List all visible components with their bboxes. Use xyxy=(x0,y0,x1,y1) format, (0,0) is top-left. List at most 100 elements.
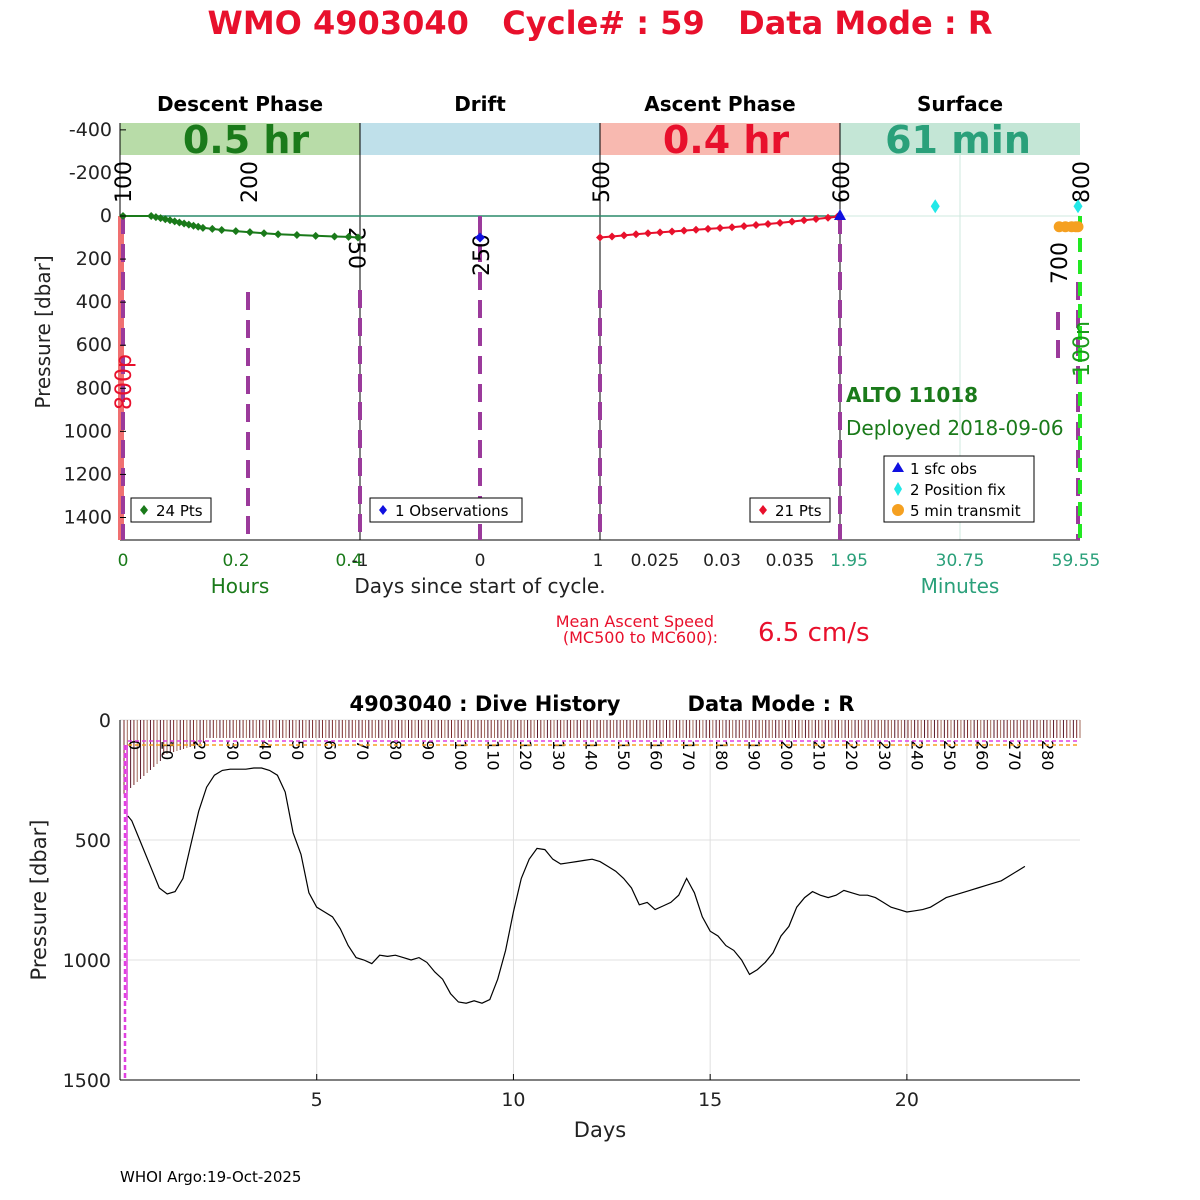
descent-point xyxy=(292,230,301,239)
descent-legend-text: 24 Pts xyxy=(156,502,203,520)
descent-point xyxy=(354,233,362,242)
mc-label-100: 100 xyxy=(112,161,137,203)
days-axis-label: Days since start of cycle. xyxy=(354,574,605,598)
descent-series xyxy=(119,212,362,242)
cycle-label: 160 xyxy=(647,740,666,771)
dive-history-title-right: Data Mode : R xyxy=(688,692,855,716)
surface-legend: 1 sfc obs 2 Position fix 5 min transmit xyxy=(883,455,1035,523)
ascent-point xyxy=(632,230,640,239)
drift-point xyxy=(475,232,485,243)
sfc-obs-point xyxy=(834,209,846,220)
surface-tick-1: 30.75 xyxy=(936,551,985,571)
drift-phase-title: Drift xyxy=(454,92,506,116)
ascent-point xyxy=(776,218,784,227)
cycle-label: 200 xyxy=(777,740,796,771)
ascent-point xyxy=(800,216,808,225)
ascent-legend-text: 21 Pts xyxy=(775,502,822,520)
dive-history-title-left: 4903040 : Dive History xyxy=(350,692,621,716)
descent-point xyxy=(330,232,339,241)
mc-label-250b: 250 xyxy=(470,234,495,276)
descent-phase-title: Descent Phase xyxy=(157,92,323,116)
float-name: ALTO 11018 xyxy=(846,383,978,407)
mc-label-200: 200 xyxy=(238,161,263,203)
ascent-tick-1: 0.03 xyxy=(703,551,741,571)
ascent-speed-label-1: Mean Ascent Speed xyxy=(556,612,714,631)
cycle-label: 30 xyxy=(223,740,242,760)
cycle-label: 270 xyxy=(1005,740,1024,771)
ascent-legend: 21 Pts xyxy=(749,497,831,523)
ascent-tick-2: 0.035 xyxy=(766,551,815,571)
cycle-label: 220 xyxy=(842,740,861,771)
sfc-obs-legend-text: 1 sfc obs xyxy=(910,460,977,478)
drift-tick-2: 1 xyxy=(593,551,604,571)
bottom-x-axis: 5 10 15 20 xyxy=(311,1074,919,1111)
ascent-point xyxy=(752,221,760,230)
cycle-label: 100 xyxy=(451,740,470,771)
descent-point xyxy=(198,223,207,232)
ascent-speed-label-2: (MC500 to MC600): xyxy=(563,628,718,647)
surface-tick-0: 1.95 xyxy=(830,551,868,571)
top-y-tick-label: -400 xyxy=(69,119,112,141)
deployed-date: Deployed 2018-09-06 xyxy=(846,416,1064,440)
descent-duration-bar xyxy=(120,123,360,155)
ascent-point xyxy=(608,232,616,241)
descent-point xyxy=(208,224,217,233)
drift-duration-bar xyxy=(360,123,600,155)
top-y-tick-label: -200 xyxy=(69,162,112,184)
ascent-point xyxy=(620,231,628,240)
ascent-point xyxy=(644,229,652,238)
ascent-point xyxy=(764,219,772,228)
cycle-label: 120 xyxy=(516,740,535,771)
bottom-x-tick-label: 10 xyxy=(501,1089,525,1111)
hours-axis-label: Hours xyxy=(211,574,270,598)
top-y-tick-label: 400 xyxy=(76,291,112,313)
cycle-label: 90 xyxy=(418,740,437,760)
footer-credit: WHOI Argo:19-Oct-2025 xyxy=(120,1168,301,1186)
surface-tick-2: 59.55 xyxy=(1052,551,1101,571)
cycle-label: 170 xyxy=(679,740,698,771)
top-y-tick-label: 600 xyxy=(76,334,112,356)
drift-series xyxy=(475,232,485,243)
top-y-tick-label: 1400 xyxy=(64,507,112,529)
top-y-tick-label: 1000 xyxy=(64,420,112,442)
cycle-label: 110 xyxy=(484,740,503,771)
mc-label-800p: 800p xyxy=(112,354,137,410)
cycle-label: 60 xyxy=(321,740,340,760)
ascent-duration-bar xyxy=(600,123,840,155)
drift-legend: 1 Observations xyxy=(369,497,523,523)
minutes-axis-label: Minutes xyxy=(921,574,1000,598)
ascent-point xyxy=(812,215,820,224)
cycle-label: 140 xyxy=(581,740,600,771)
mc-label-500: 500 xyxy=(590,161,615,203)
top-panel: Descent Phase Drift Ascent Phase Surface… xyxy=(31,92,1100,648)
cycle-label: 10 xyxy=(158,740,177,760)
bottom-x-tick-label: 15 xyxy=(698,1089,722,1111)
bottom-y-axis-label: Pressure [dbar] xyxy=(27,820,51,981)
bottom-y-tick-label: 500 xyxy=(75,830,111,852)
drift-tick-0: -1 xyxy=(352,551,369,571)
transmit-legend-marker xyxy=(892,504,904,516)
ascent-point xyxy=(728,223,736,232)
cycle-label: 20 xyxy=(190,740,209,760)
ascent-series xyxy=(596,212,842,242)
cycle-label: 250 xyxy=(940,740,959,771)
cycle-label: 40 xyxy=(255,740,274,760)
descent-tick-0: 0 xyxy=(118,551,129,571)
position-fix-point xyxy=(930,199,940,214)
mc-label-600: 600 xyxy=(830,161,855,203)
ascent-point xyxy=(704,224,712,233)
descent-legend: 24 Pts xyxy=(130,497,212,523)
descent-point xyxy=(260,229,268,238)
mc-label-250a: 250 xyxy=(343,227,368,269)
descent-point xyxy=(311,231,320,240)
bottom-y-axis: 0 500 1000 1500 xyxy=(63,710,111,1092)
descent-point xyxy=(245,228,254,237)
descent-point xyxy=(217,225,226,234)
ascent-point xyxy=(716,224,724,233)
ascent-tick-0: 0.025 xyxy=(631,551,680,571)
cycle-label: 50 xyxy=(288,740,307,760)
transmit-legend-text: 5 min transmit xyxy=(910,502,1021,520)
descent-tick-1: 0.2 xyxy=(222,551,249,571)
descent-tick-2: 0.4 xyxy=(335,551,362,571)
drift-tick-1: 0 xyxy=(475,551,486,571)
